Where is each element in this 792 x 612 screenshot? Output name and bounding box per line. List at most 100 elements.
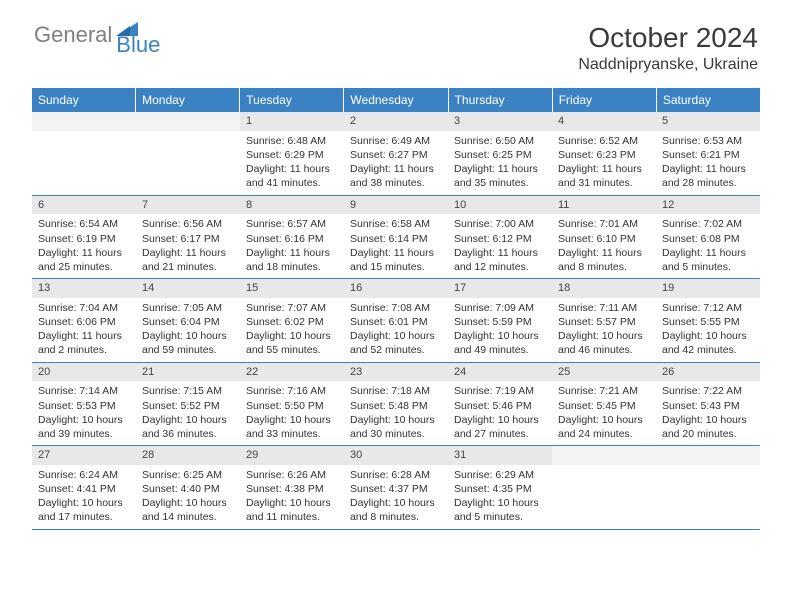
sunset-text: Sunset: 6:27 PM [350,148,442,162]
day-details: Sunrise: 7:22 AMSunset: 5:43 PMDaylight:… [656,381,760,445]
daylight-text: Daylight: 10 hours and 30 minutes. [350,413,442,441]
sunrise-text: Sunrise: 7:01 AM [558,217,650,231]
logo-text-general: General [34,22,112,48]
day-number: 26 [656,363,760,382]
day-cell: 10Sunrise: 7:00 AMSunset: 6:12 PMDayligh… [448,196,552,279]
day-details: Sunrise: 7:07 AMSunset: 6:02 PMDaylight:… [240,298,344,362]
day-cell: 22Sunrise: 7:16 AMSunset: 5:50 PMDayligh… [240,363,344,446]
sunset-text: Sunset: 6:29 PM [246,148,338,162]
sunrise-text: Sunrise: 7:04 AM [38,301,130,315]
sunset-text: Sunset: 5:57 PM [558,315,650,329]
title-block: October 2024 Naddnipryanske, Ukraine [578,22,758,74]
day-details: Sunrise: 6:50 AMSunset: 6:25 PMDaylight:… [448,131,552,195]
logo: General Blue [34,22,182,48]
day-number: 6 [32,196,136,215]
day-number: 29 [240,446,344,465]
daylight-text: Daylight: 10 hours and 27 minutes. [454,413,546,441]
sunrise-text: Sunrise: 6:28 AM [350,468,442,482]
day-number: 23 [344,363,448,382]
sunrise-text: Sunrise: 6:50 AM [454,134,546,148]
day-cell: 1Sunrise: 6:48 AMSunset: 6:29 PMDaylight… [240,112,344,195]
week-row: 6Sunrise: 6:54 AMSunset: 6:19 PMDaylight… [32,196,760,280]
daylight-text: Daylight: 10 hours and 42 minutes. [662,329,754,357]
day-cell: 28Sunrise: 6:25 AMSunset: 4:40 PMDayligh… [136,446,240,529]
daylight-text: Daylight: 10 hours and 5 minutes. [454,496,546,524]
day-cell [32,112,136,195]
sunset-text: Sunset: 6:04 PM [142,315,234,329]
day-details: Sunrise: 6:28 AMSunset: 4:37 PMDaylight:… [344,465,448,529]
sunrise-text: Sunrise: 6:58 AM [350,217,442,231]
location: Naddnipryanske, Ukraine [578,56,758,74]
day-cell: 25Sunrise: 7:21 AMSunset: 5:45 PMDayligh… [552,363,656,446]
day-header-monday: Monday [136,88,240,112]
day-cell: 11Sunrise: 7:01 AMSunset: 6:10 PMDayligh… [552,196,656,279]
day-header-sunday: Sunday [32,88,136,112]
day-header-wednesday: Wednesday [344,88,448,112]
day-number: 21 [136,363,240,382]
sunrise-text: Sunrise: 6:25 AM [142,468,234,482]
day-cell [136,112,240,195]
sunset-text: Sunset: 6:08 PM [662,232,754,246]
day-details: Sunrise: 7:01 AMSunset: 6:10 PMDaylight:… [552,214,656,278]
day-number: 18 [552,279,656,298]
day-number: 19 [656,279,760,298]
week-row: 20Sunrise: 7:14 AMSunset: 5:53 PMDayligh… [32,363,760,447]
daylight-text: Daylight: 10 hours and 8 minutes. [350,496,442,524]
day-cell: 29Sunrise: 6:26 AMSunset: 4:38 PMDayligh… [240,446,344,529]
day-details: Sunrise: 6:57 AMSunset: 6:16 PMDaylight:… [240,214,344,278]
sunset-text: Sunset: 6:19 PM [38,232,130,246]
daylight-text: Daylight: 10 hours and 14 minutes. [142,496,234,524]
day-cell: 18Sunrise: 7:11 AMSunset: 5:57 PMDayligh… [552,279,656,362]
sunrise-text: Sunrise: 6:57 AM [246,217,338,231]
sunrise-text: Sunrise: 6:56 AM [142,217,234,231]
day-cell: 21Sunrise: 7:15 AMSunset: 5:52 PMDayligh… [136,363,240,446]
sunrise-text: Sunrise: 6:52 AM [558,134,650,148]
sunrise-text: Sunrise: 7:21 AM [558,384,650,398]
sunset-text: Sunset: 5:43 PM [662,399,754,413]
day-number: 15 [240,279,344,298]
day-cell: 19Sunrise: 7:12 AMSunset: 5:55 PMDayligh… [656,279,760,362]
sunset-text: Sunset: 5:55 PM [662,315,754,329]
day-header-row: Sunday Monday Tuesday Wednesday Thursday… [32,88,760,112]
day-details: Sunrise: 7:11 AMSunset: 5:57 PMDaylight:… [552,298,656,362]
daylight-text: Daylight: 11 hours and 12 minutes. [454,246,546,274]
weeks-container: 1Sunrise: 6:48 AMSunset: 6:29 PMDaylight… [32,112,760,530]
sunrise-text: Sunrise: 7:19 AM [454,384,546,398]
daylight-text: Daylight: 10 hours and 59 minutes. [142,329,234,357]
day-cell: 2Sunrise: 6:49 AMSunset: 6:27 PMDaylight… [344,112,448,195]
day-number: 27 [32,446,136,465]
day-details: Sunrise: 6:48 AMSunset: 6:29 PMDaylight:… [240,131,344,195]
week-row: 27Sunrise: 6:24 AMSunset: 4:41 PMDayligh… [32,446,760,530]
logo-text-blue: Blue [116,32,160,58]
day-number: 20 [32,363,136,382]
sunrise-text: Sunrise: 7:18 AM [350,384,442,398]
day-cell: 13Sunrise: 7:04 AMSunset: 6:06 PMDayligh… [32,279,136,362]
day-details: Sunrise: 7:14 AMSunset: 5:53 PMDaylight:… [32,381,136,445]
day-header-tuesday: Tuesday [240,88,344,112]
day-cell: 8Sunrise: 6:57 AMSunset: 6:16 PMDaylight… [240,196,344,279]
day-cell [656,446,760,529]
sunrise-text: Sunrise: 7:22 AM [662,384,754,398]
day-number: 16 [344,279,448,298]
day-details: Sunrise: 6:52 AMSunset: 6:23 PMDaylight:… [552,131,656,195]
sunset-text: Sunset: 6:02 PM [246,315,338,329]
calendar: Sunday Monday Tuesday Wednesday Thursday… [32,88,760,530]
day-cell: 27Sunrise: 6:24 AMSunset: 4:41 PMDayligh… [32,446,136,529]
day-details: Sunrise: 6:58 AMSunset: 6:14 PMDaylight:… [344,214,448,278]
day-cell: 23Sunrise: 7:18 AMSunset: 5:48 PMDayligh… [344,363,448,446]
day-details: Sunrise: 7:04 AMSunset: 6:06 PMDaylight:… [32,298,136,362]
day-number: 22 [240,363,344,382]
sunset-text: Sunset: 5:59 PM [454,315,546,329]
daylight-text: Daylight: 10 hours and 20 minutes. [662,413,754,441]
day-details: Sunrise: 6:29 AMSunset: 4:35 PMDaylight:… [448,465,552,529]
day-details: Sunrise: 7:16 AMSunset: 5:50 PMDaylight:… [240,381,344,445]
month-title: October 2024 [578,22,758,54]
sunrise-text: Sunrise: 6:48 AM [246,134,338,148]
sunrise-text: Sunrise: 7:14 AM [38,384,130,398]
sunset-text: Sunset: 6:23 PM [558,148,650,162]
sunset-text: Sunset: 6:01 PM [350,315,442,329]
day-cell: 16Sunrise: 7:08 AMSunset: 6:01 PMDayligh… [344,279,448,362]
day-details: Sunrise: 6:25 AMSunset: 4:40 PMDaylight:… [136,465,240,529]
daylight-text: Daylight: 10 hours and 17 minutes. [38,496,130,524]
sunrise-text: Sunrise: 7:05 AM [142,301,234,315]
